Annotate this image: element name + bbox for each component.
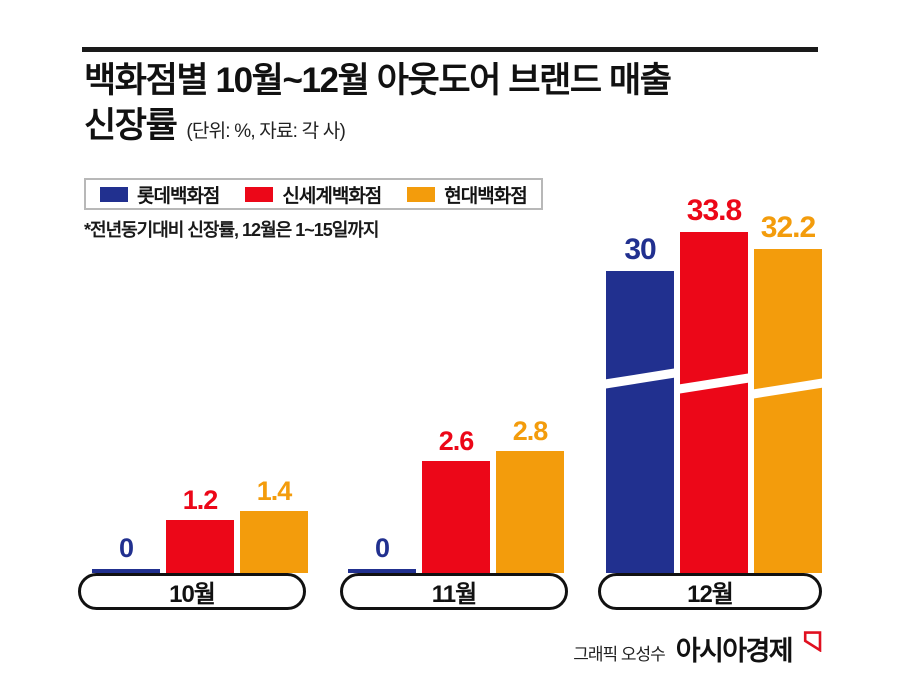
title-line-1: 백화점별 10월~12월 아웃도어 브랜드 매출 <box>84 61 672 100</box>
bar-nov-0 <box>348 569 416 573</box>
brand-name: 아시아경제 <box>675 636 794 666</box>
month-label-nov: 11월 <box>431 581 477 608</box>
legend-label-hyundai: 현대백화점 <box>444 185 527 207</box>
bar-dec-2 <box>751 249 825 573</box>
legend-swatch-navy <box>100 186 128 202</box>
bar-value-oct-0: 0 <box>118 533 134 563</box>
axis-break-slash-icon <box>603 368 677 389</box>
asiae-flag-logo-icon <box>803 631 822 668</box>
month-label-oct: 10월 <box>169 581 216 608</box>
header-rule <box>82 47 818 52</box>
bar-nov-1 <box>422 461 490 573</box>
legend-label-lotte: 롯데백화점 <box>137 185 220 207</box>
bar-nov-2 <box>496 451 564 573</box>
chart-legend: 롯데백화점 신세계백화점 현대백화점 <box>84 178 543 210</box>
bar-oct-2 <box>240 511 308 573</box>
month-label-dec: 12월 <box>687 581 734 608</box>
bar-value-nov-0: 0 <box>374 533 390 563</box>
bar-value-nov-1: 2.6 <box>438 426 475 456</box>
axis-break-slash-icon <box>677 373 751 394</box>
bar-value-dec-0: 30 <box>624 233 656 266</box>
month-pill-oct: 10월 <box>78 573 306 610</box>
bar-value-oct-2: 1.4 <box>256 476 293 506</box>
month-pill-dec: 12월 <box>598 573 822 610</box>
bar-value-oct-1: 1.2 <box>182 485 219 515</box>
legend-swatch-orange <box>407 186 436 202</box>
axis-break-slash-icon <box>751 378 825 399</box>
title-line-2: 신장률 <box>84 106 178 145</box>
bar-value-nov-2: 2.8 <box>512 416 549 446</box>
legend-item-hyundai: 현대백화점 <box>407 181 528 208</box>
legend-label-shinsegae: 신세계백화점 <box>282 185 382 207</box>
bar-dec-1 <box>677 232 751 573</box>
footer-credit: 그래픽 오성수 아시아경제 <box>573 629 822 668</box>
title-unit-note: (단위: %, 자료: 각 사) <box>186 121 345 142</box>
legend-item-lotte: 롯데백화점 <box>100 181 220 208</box>
legend-swatch-red <box>245 186 274 202</box>
bar-value-dec-1: 33.8 <box>686 194 742 227</box>
graphic-credit: 그래픽 오성수 <box>573 645 666 664</box>
bar-dec-0 <box>603 271 677 573</box>
chart-footnote: *전년동기대비 신장률, 12월은 1~15일까지 <box>84 220 379 240</box>
bar-value-dec-2: 32.2 <box>760 211 816 244</box>
month-pill-nov: 11월 <box>340 573 568 610</box>
page-title: 백화점별 10월~12월 아웃도어 브랜드 매출 신장률 (단위: %, 자료:… <box>84 58 844 148</box>
bar-oct-0 <box>92 569 160 573</box>
bar-oct-1 <box>166 520 234 573</box>
legend-item-shinsegae: 신세계백화점 <box>245 181 382 208</box>
